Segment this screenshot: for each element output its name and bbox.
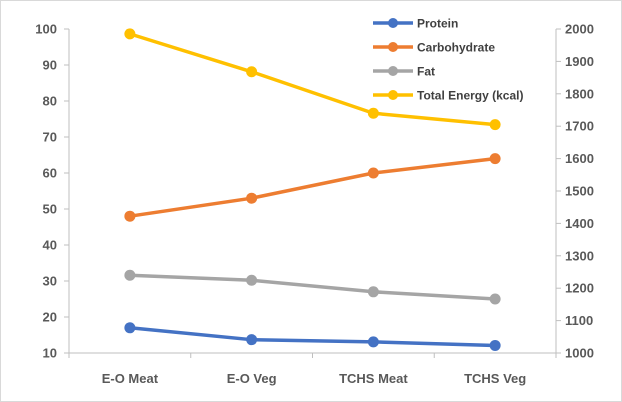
series-lines: [124, 28, 501, 351]
right-axis-tick-label: 2000: [565, 22, 594, 37]
right-axis-tick-label: 1900: [565, 54, 594, 69]
data-point: [246, 334, 258, 346]
legend-marker: [388, 42, 398, 52]
left-axis-tick-label: 40: [43, 238, 57, 253]
left-axis-tick-label: 80: [43, 94, 57, 109]
data-point: [489, 293, 501, 305]
left-axis-tick-label: 20: [43, 310, 57, 325]
left-axis-tick-label: 90: [43, 58, 57, 73]
axes: 10 20 30 40 50 60 70 80 90 100 1000 1100 1200 1300 140…: [35, 22, 594, 387]
right-axis-tick-label: 1000: [565, 346, 594, 361]
series-line: [128, 32, 497, 127]
data-point: [367, 167, 379, 179]
data-point: [367, 336, 379, 348]
left-axis-tick-label: 60: [43, 166, 57, 181]
data-point: [124, 28, 136, 40]
data-point: [489, 153, 501, 165]
data-point: [246, 192, 258, 204]
legend: Protein Carbohydrate Fat Total Energy (kcal…: [373, 17, 523, 103]
data-point: [124, 322, 136, 334]
series-line: [128, 273, 497, 301]
left-axis-tick-label: 30: [43, 274, 57, 289]
right-axis-tick-label: 1100: [565, 313, 593, 328]
x-axis-category-label: E-O Veg: [227, 371, 277, 386]
data-point: [489, 339, 501, 351]
x-axis-category-label: E-O Meat: [102, 371, 159, 386]
right-axis-tick-label: 1600: [565, 151, 594, 166]
series-line: [128, 326, 497, 348]
right-axis-tick-label: 1800: [565, 86, 594, 101]
data-point: [367, 286, 379, 298]
right-axis-tick-label: 1700: [565, 119, 594, 134]
right-axis-tick-label: 1400: [565, 216, 594, 231]
data-point: [246, 274, 258, 286]
data-point: [367, 107, 379, 119]
right-axis-tick-label: 1200: [565, 281, 594, 296]
legend-label: Fat: [417, 65, 435, 79]
legend-marker: [388, 66, 398, 76]
legend-marker: [388, 90, 398, 100]
series-line: [128, 156, 497, 218]
x-axis-category-label: TCHS Meat: [339, 371, 408, 386]
right-axis-tick-label: 1500: [565, 184, 594, 199]
data-point: [246, 66, 258, 78]
left-axis-tick-label: 50: [43, 202, 57, 217]
legend-label: Total Energy (kcal): [417, 89, 523, 103]
legend-marker: [388, 18, 398, 28]
legend-label: Protein: [417, 17, 458, 31]
left-axis-tick-label: 10: [43, 346, 57, 361]
data-point: [124, 269, 136, 281]
left-axis-tick-label: 70: [43, 130, 57, 145]
right-axis-tick-label: 1300: [565, 248, 594, 263]
x-axis-category-label: TCHS Veg: [464, 371, 526, 386]
legend-label: Carbohydrate: [417, 41, 495, 55]
data-point: [489, 119, 501, 131]
data-point: [124, 210, 136, 222]
left-axis-tick-label: 100: [35, 22, 57, 37]
